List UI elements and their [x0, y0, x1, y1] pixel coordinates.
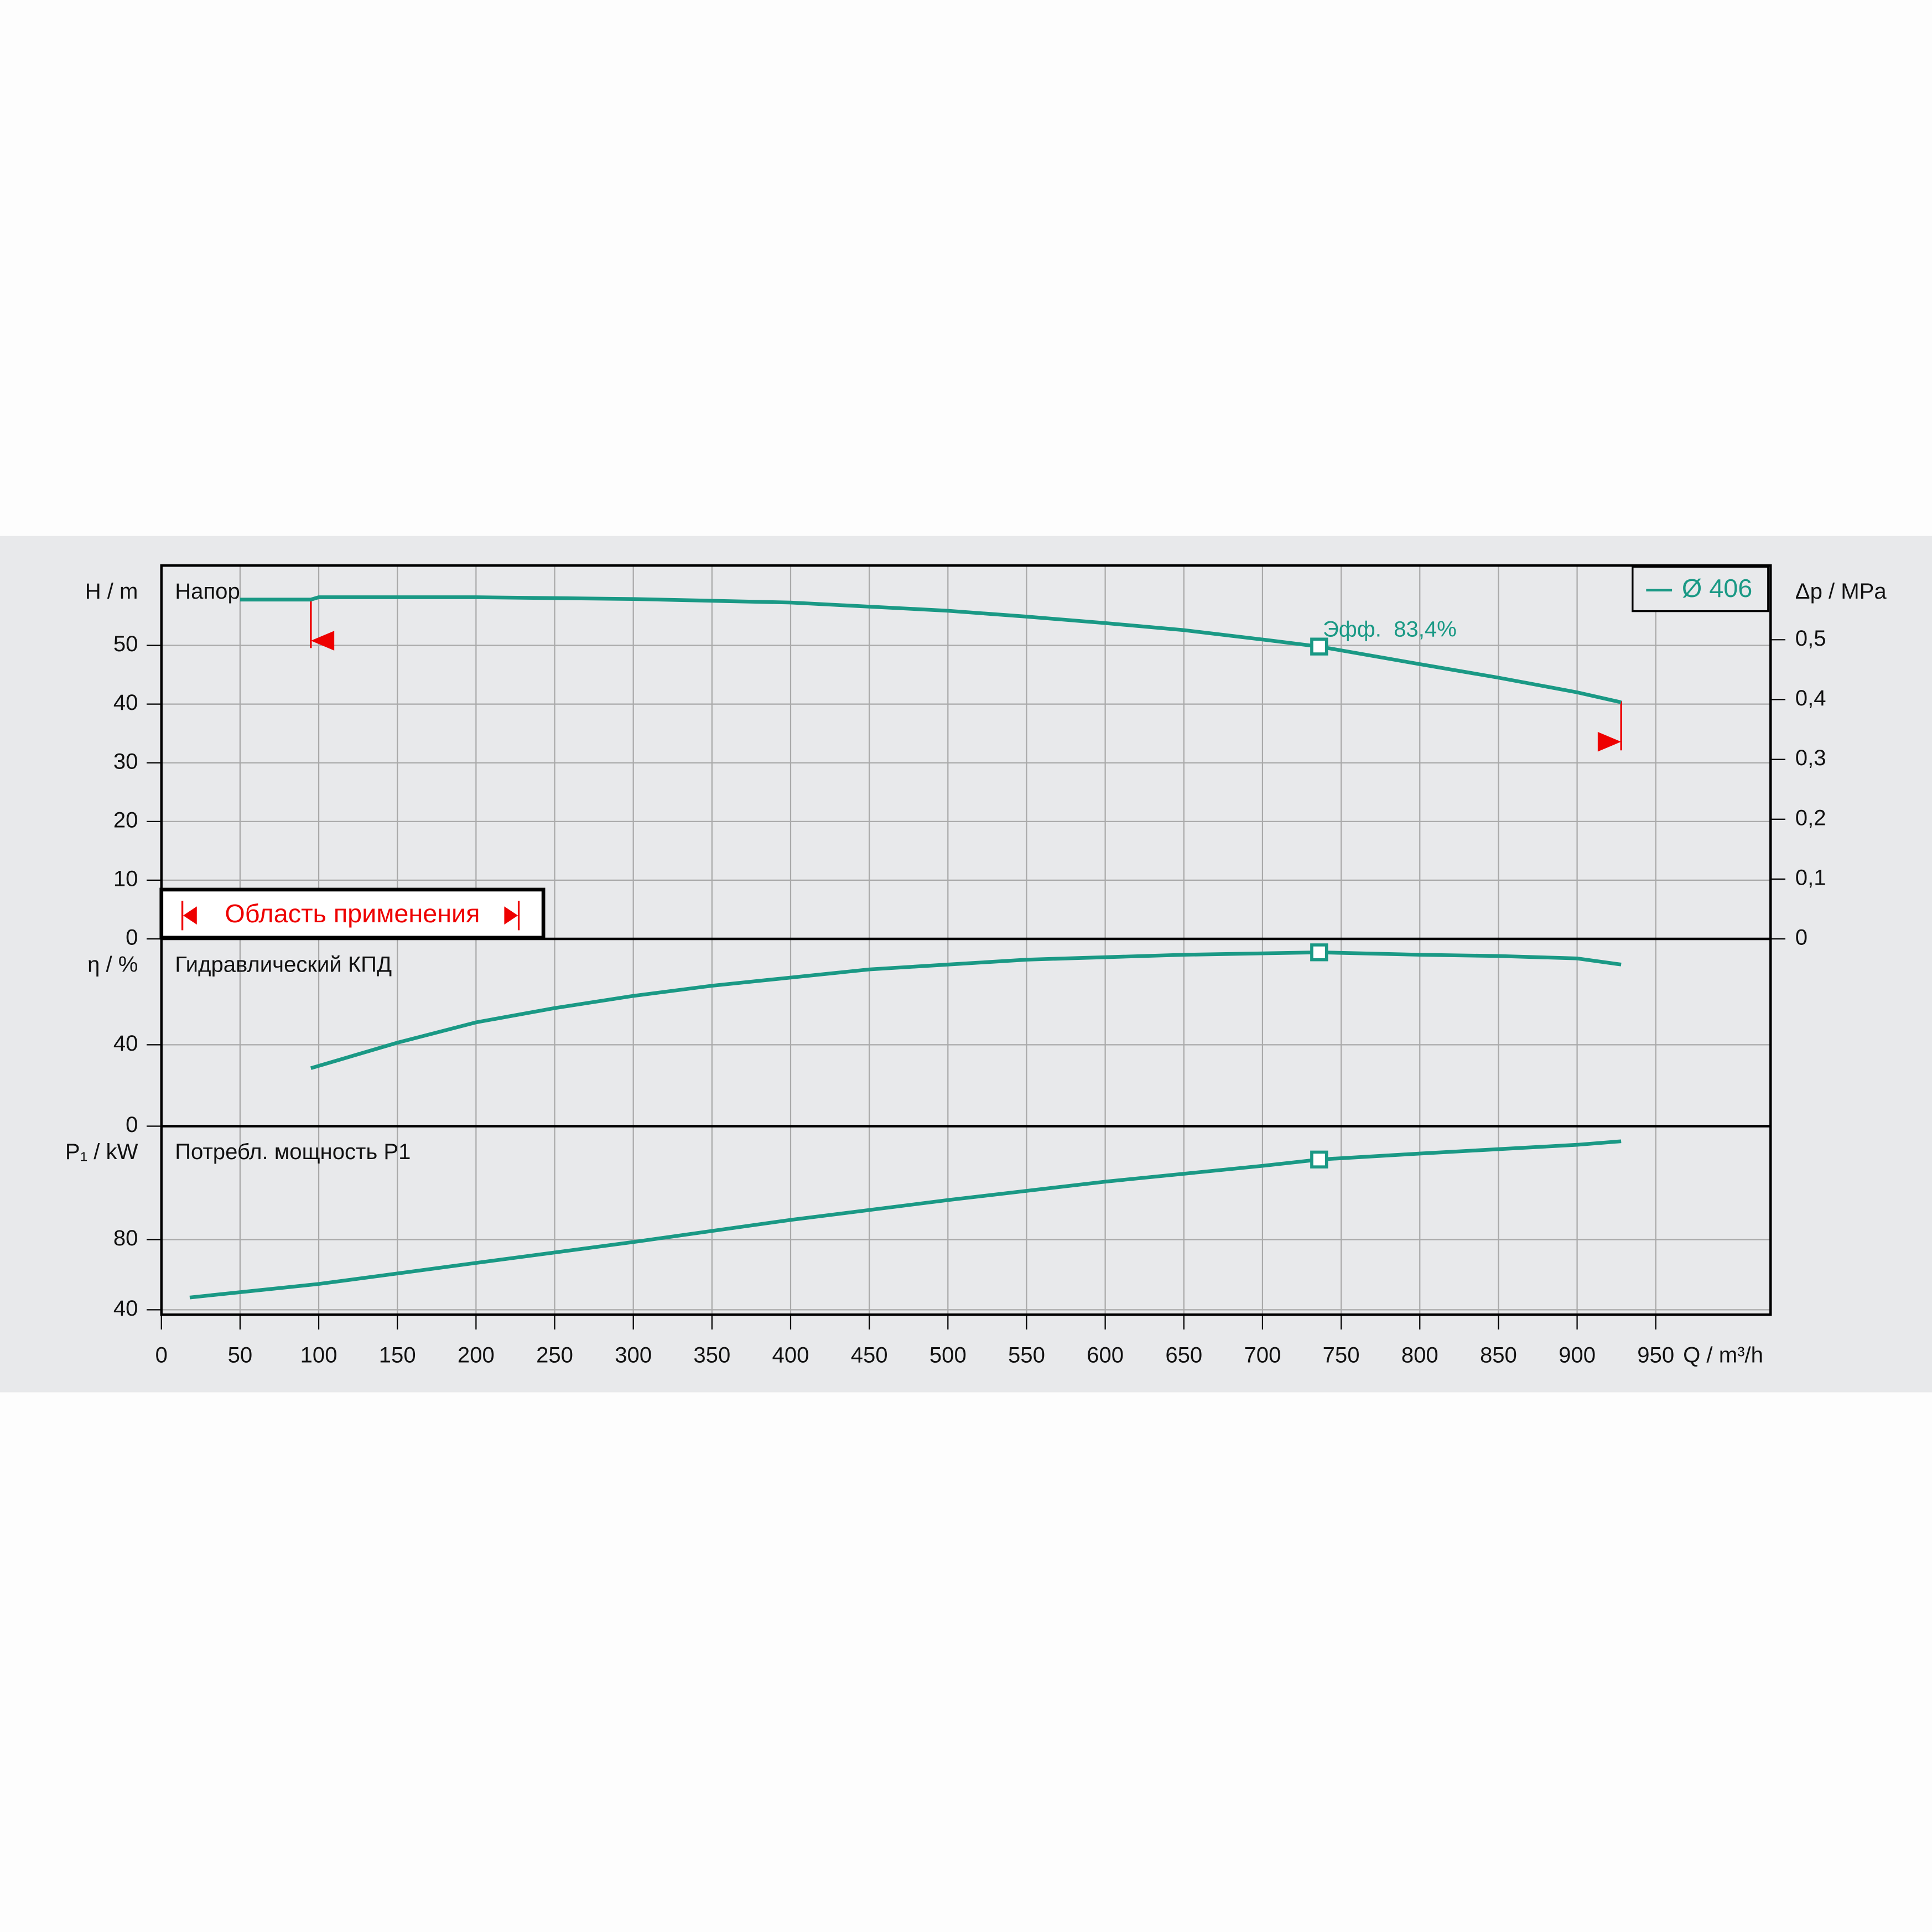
x-tick-label: 600	[1087, 1343, 1124, 1368]
x-tick-label: 100	[300, 1343, 337, 1368]
y-axis-label: P₁ / kW	[65, 1140, 138, 1164]
y-tick-label: 40	[113, 690, 138, 715]
x-tick-label: 650	[1165, 1343, 1202, 1368]
y2-axis-label: Δp / MPa	[1795, 579, 1887, 604]
y2-tick-label: 0,5	[1795, 626, 1826, 651]
y-tick-label: 50	[113, 632, 138, 656]
y-tick-label: 0	[126, 926, 138, 950]
legend-label: Ø 406	[1682, 574, 1752, 603]
range-box-arrows	[181, 900, 520, 931]
plot-frame	[160, 564, 1772, 1316]
x-tick-label: 300	[615, 1343, 652, 1368]
y-tick-label: 10	[113, 866, 138, 891]
y-tick-label: 0	[126, 1113, 138, 1137]
y-tick-label: 80	[113, 1226, 138, 1250]
x-tick-label: 350	[693, 1343, 730, 1368]
duty-point	[1310, 943, 1328, 962]
y2-tick-label: 0,1	[1795, 865, 1826, 890]
duty-point	[1310, 1150, 1328, 1168]
series-line	[189, 1139, 1622, 1300]
x-tick-label: 0	[155, 1343, 168, 1368]
x-tick-label: 200	[458, 1343, 495, 1368]
x-tick-label: 450	[851, 1343, 888, 1368]
annotation: Эфф. 83,4%	[1323, 617, 1457, 641]
x-tick-label: 400	[772, 1343, 809, 1368]
x-tick-label: 150	[379, 1343, 416, 1368]
y-axis-label: H / m	[85, 579, 138, 604]
x-tick-label: 800	[1401, 1343, 1438, 1368]
panel-title: Напор	[175, 579, 240, 604]
x-tick-label: 750	[1323, 1343, 1360, 1368]
duty-point	[1310, 637, 1328, 656]
y-tick-label: 20	[113, 808, 138, 832]
x-tick-label: 500	[929, 1343, 967, 1368]
x-tick-label: 900	[1559, 1343, 1596, 1368]
y2-tick-label: 0,3	[1795, 746, 1826, 770]
series-line	[310, 950, 1622, 1070]
panel-title: Гидравлический КПД	[175, 953, 392, 977]
x-tick-label: 50	[228, 1343, 253, 1368]
x-axis-label: Q / m³/h	[1683, 1343, 1763, 1368]
y2-tick-label: 0	[1795, 926, 1808, 950]
y-axis-label: η / %	[87, 953, 138, 977]
panel-title: Потребл. мощность P1	[175, 1140, 411, 1164]
x-tick-label: 550	[1008, 1343, 1045, 1368]
y-tick-label: 30	[113, 749, 138, 773]
y-tick-label: 40	[113, 1031, 138, 1056]
y-tick-label: 40	[113, 1296, 138, 1321]
series-line	[240, 595, 1622, 704]
x-tick-label: 700	[1244, 1343, 1281, 1368]
y2-tick-label: 0,2	[1795, 806, 1826, 830]
range-start-arrow	[310, 631, 335, 651]
range-box	[159, 887, 546, 940]
x-tick-label: 950	[1637, 1343, 1674, 1368]
range-end-arrow	[1597, 731, 1622, 752]
range-label: Область применения	[225, 899, 480, 928]
x-tick-label: 250	[536, 1343, 573, 1368]
y2-tick-label: 0,4	[1795, 686, 1826, 710]
x-tick-label: 850	[1480, 1343, 1517, 1368]
